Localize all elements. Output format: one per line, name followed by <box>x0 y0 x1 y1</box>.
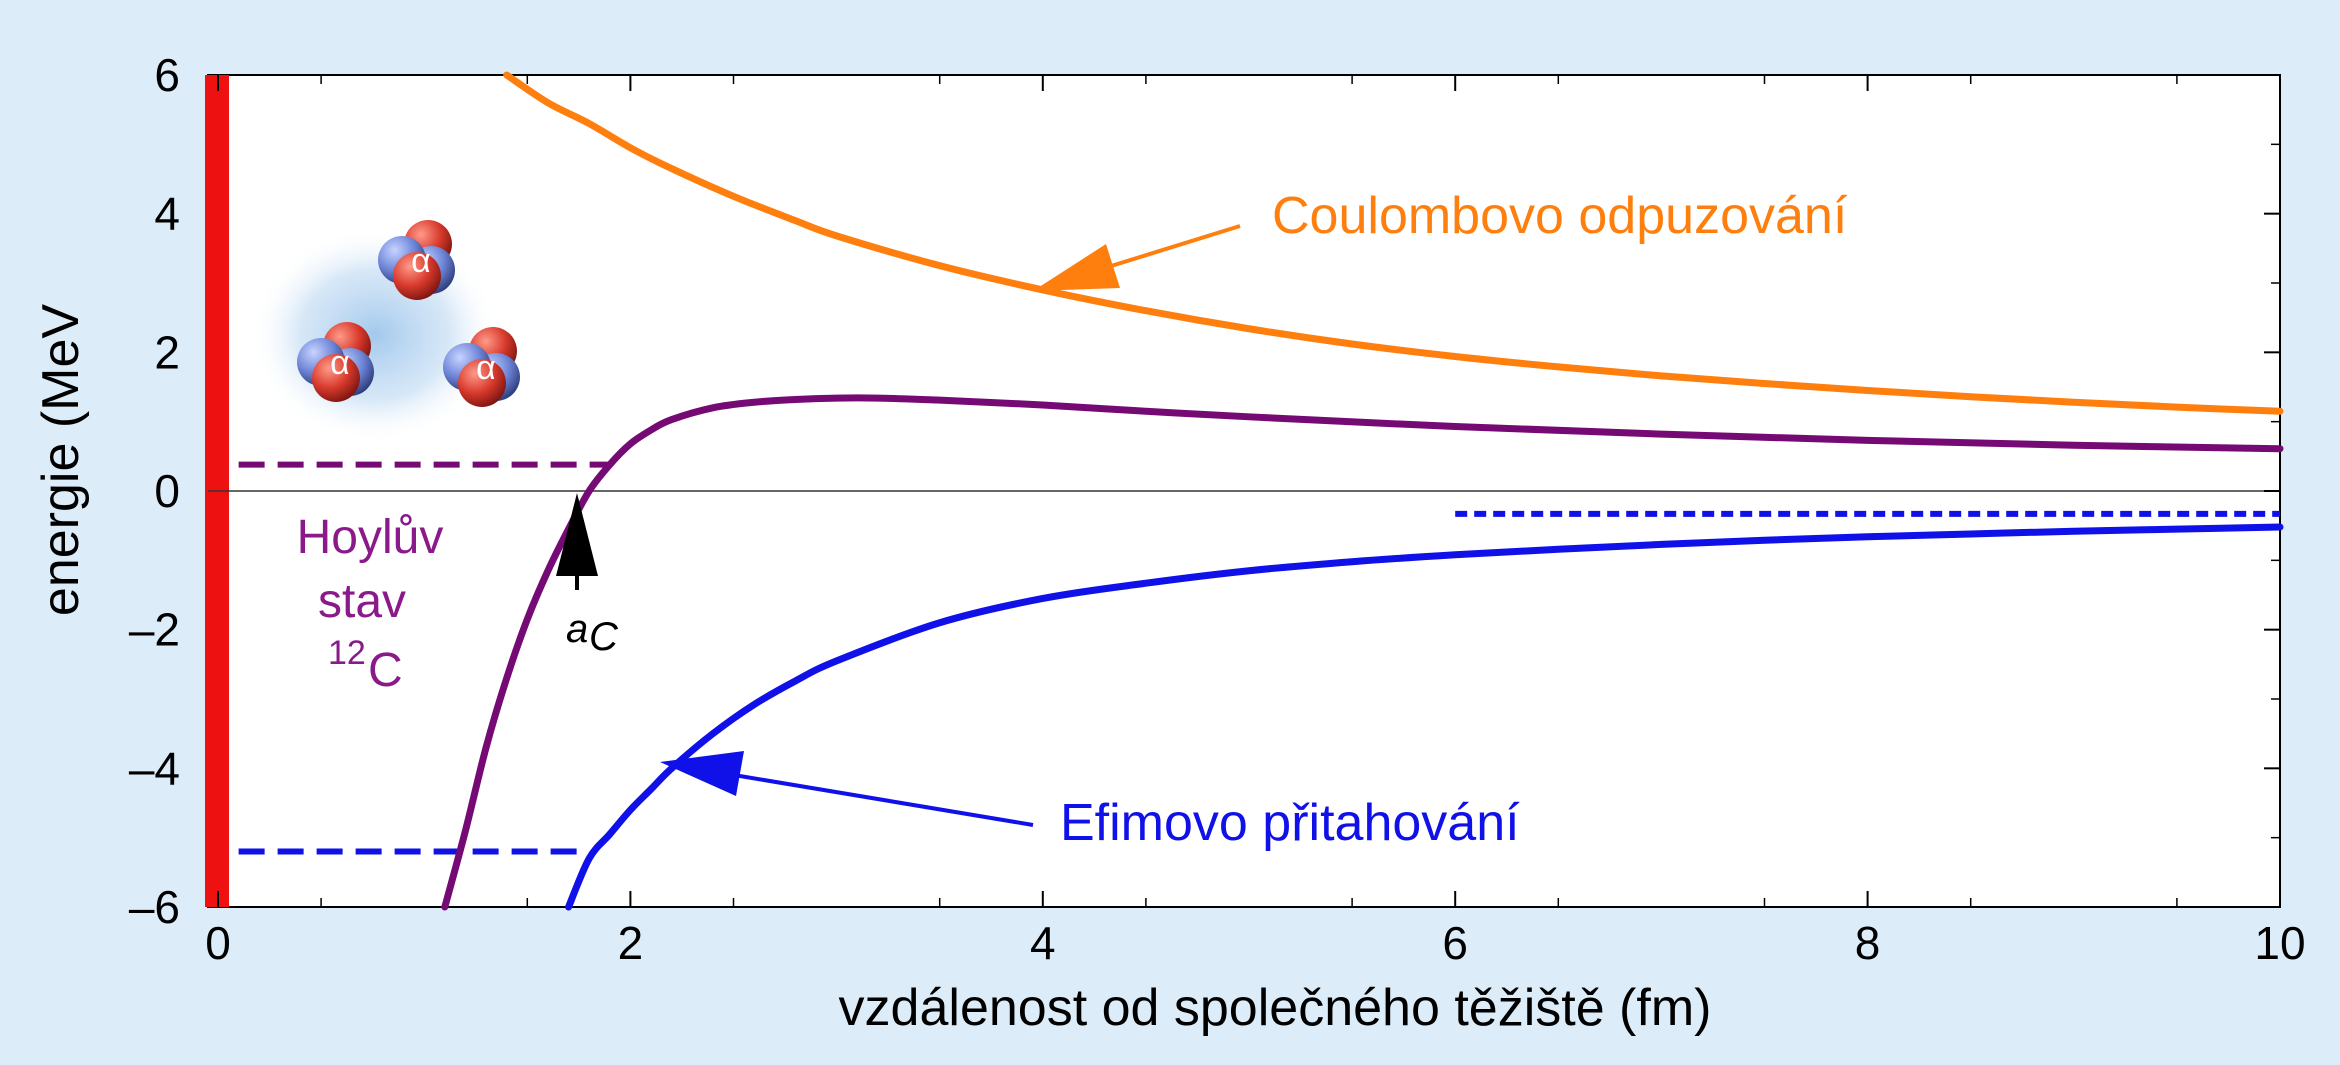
x-tick-label: 2 <box>618 917 644 969</box>
x-tick-label: 8 <box>1855 917 1881 969</box>
hoyle-label-line1: Hoylův <box>297 511 444 564</box>
y-axis-label: energie (MeV <box>32 304 90 616</box>
efimov-curve <box>565 523 2284 911</box>
coulomb-arrow-shaft <box>1094 224 1241 273</box>
y-tick-label: –6 <box>129 881 180 933</box>
x-tick-label: 10 <box>2254 917 2305 969</box>
coulomb-label: Coulombovo odpuzování <box>1272 187 1848 245</box>
coulomb-arrowhead <box>1033 244 1120 291</box>
x-axis-label: vzdálenost od společného těžiště (fm) <box>839 979 1712 1037</box>
hoyle-isotope-symbol: C <box>368 644 403 697</box>
axis-ticks: 0 2 4 6 8 10 6 4 2 0 –2 –4 –6 <box>129 49 2306 969</box>
annotations: Coulombovo odpuzování Efimovo přitahován… <box>297 187 1848 852</box>
ac-arrowhead <box>556 493 598 576</box>
hoyle-isotope-mass: 12 <box>328 634 366 672</box>
alpha-symbol: α <box>476 349 496 387</box>
efimov-arrow-shaft <box>721 771 1034 827</box>
efimov-arrowhead <box>660 751 744 796</box>
potential-curves <box>441 71 2284 911</box>
y-tick-label: –4 <box>129 742 180 794</box>
y-tick-label: 2 <box>154 326 180 378</box>
proton <box>312 354 360 402</box>
y-tick-label: 4 <box>154 188 180 240</box>
energy-levels <box>238 461 2280 855</box>
alpha-cluster-inset: α α α <box>250 220 520 443</box>
y-tick-label: –2 <box>129 604 180 656</box>
y-tick-label: 6 <box>154 49 180 101</box>
alpha-symbol: α <box>411 242 431 280</box>
ac-symbol: a <box>566 607 588 651</box>
proton <box>458 359 506 407</box>
alpha-particle-2: α <box>443 327 520 407</box>
efimov-label: Efimovo přitahování <box>1060 794 1520 852</box>
x-tick-label: 4 <box>1030 917 1056 969</box>
x-tick-label: 0 <box>205 917 231 969</box>
coulomb-curve <box>503 71 2284 415</box>
x-tick-label: 6 <box>1442 917 1468 969</box>
hoyle-label-line2: stav <box>318 575 406 628</box>
ac-subscript: C <box>589 615 619 659</box>
cluster-glow <box>250 227 500 443</box>
y-tick-label: 0 <box>154 465 180 517</box>
hoyle-potential-curve <box>441 394 2284 911</box>
alpha-symbol: α <box>330 344 350 382</box>
alpha-particle-1: α <box>297 322 374 402</box>
proton <box>393 252 441 300</box>
alpha-particle-0: α <box>378 220 455 300</box>
